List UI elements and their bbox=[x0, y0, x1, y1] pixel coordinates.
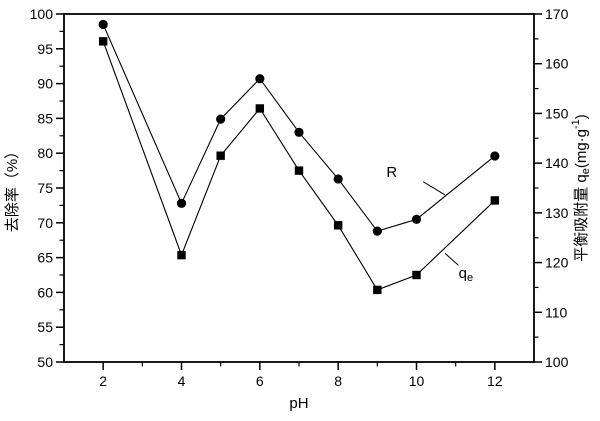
series-qe-marker bbox=[373, 285, 382, 295]
y-left-tick-label: 60 bbox=[37, 284, 53, 300]
y-right-tick-label: 150 bbox=[545, 105, 569, 121]
x-tick-label: 12 bbox=[487, 373, 503, 389]
series-qe-marker bbox=[333, 221, 343, 230]
series-R-marker bbox=[333, 174, 343, 184]
x-tick-label: 6 bbox=[256, 373, 264, 389]
annotation-qe-label: qe bbox=[459, 265, 473, 284]
plot-frame bbox=[63, 13, 535, 363]
y-left-tick-label: 65 bbox=[37, 250, 53, 266]
y-right-tick-label: 130 bbox=[545, 205, 569, 221]
y-left-tick-label: 90 bbox=[37, 76, 53, 92]
y-right-tick-label: 110 bbox=[545, 304, 568, 320]
series-R-marker bbox=[411, 214, 422, 224]
series-R bbox=[98, 19, 500, 236]
x-tick-label: 8 bbox=[334, 373, 342, 389]
y-left-tick-label: 100 bbox=[30, 6, 54, 22]
series-qe bbox=[98, 37, 500, 295]
x-tick-label: 4 bbox=[178, 373, 186, 389]
series-R-marker bbox=[294, 127, 304, 137]
y-right-tick-label: 140 bbox=[545, 155, 569, 171]
series-qe-marker bbox=[216, 151, 225, 160]
x-axis-title: pH bbox=[289, 395, 308, 412]
series-R-marker bbox=[255, 74, 265, 84]
y-right-tick-label: 100 bbox=[545, 354, 569, 370]
series-R-marker bbox=[490, 151, 500, 161]
series-R-marker bbox=[98, 19, 108, 30]
y-left-tick-label: 50 bbox=[37, 354, 53, 370]
y-left-tick-label: 55 bbox=[37, 319, 53, 335]
series-qe-marker bbox=[255, 104, 265, 113]
x-tick-label: 10 bbox=[409, 373, 425, 389]
series-qe-marker bbox=[177, 250, 186, 260]
y-left-tick-label: 95 bbox=[37, 41, 53, 57]
series-R-marker bbox=[372, 226, 382, 236]
annotation-qe-leader bbox=[444, 253, 459, 266]
y-left-axis-title: 去除率（%） bbox=[4, 144, 21, 232]
series-qe-marker bbox=[490, 196, 500, 205]
annotation-R-leader bbox=[422, 181, 446, 196]
x-tick-label: 2 bbox=[99, 373, 107, 389]
series-qe-marker bbox=[412, 270, 421, 280]
y-right-tick-label: 170 bbox=[545, 6, 569, 22]
y-left-tick-label: 75 bbox=[37, 180, 53, 196]
series-R-marker bbox=[216, 114, 226, 124]
series-R-marker bbox=[176, 198, 187, 208]
y-right-axis-title: 平衡吸附量 qe(mg·g-1) bbox=[570, 114, 592, 262]
y-right-tick-label: 160 bbox=[545, 56, 569, 72]
series-qe-line bbox=[102, 41, 496, 291]
y-right-tick-label: 120 bbox=[545, 255, 569, 271]
series-qe-marker bbox=[294, 166, 304, 175]
y-left-tick-label: 85 bbox=[37, 110, 53, 126]
series-qe-marker bbox=[98, 37, 108, 46]
y-left-tick-label: 80 bbox=[37, 145, 53, 161]
y-left-tick-label: 70 bbox=[37, 215, 53, 231]
annotation-R-label: R bbox=[386, 164, 397, 181]
